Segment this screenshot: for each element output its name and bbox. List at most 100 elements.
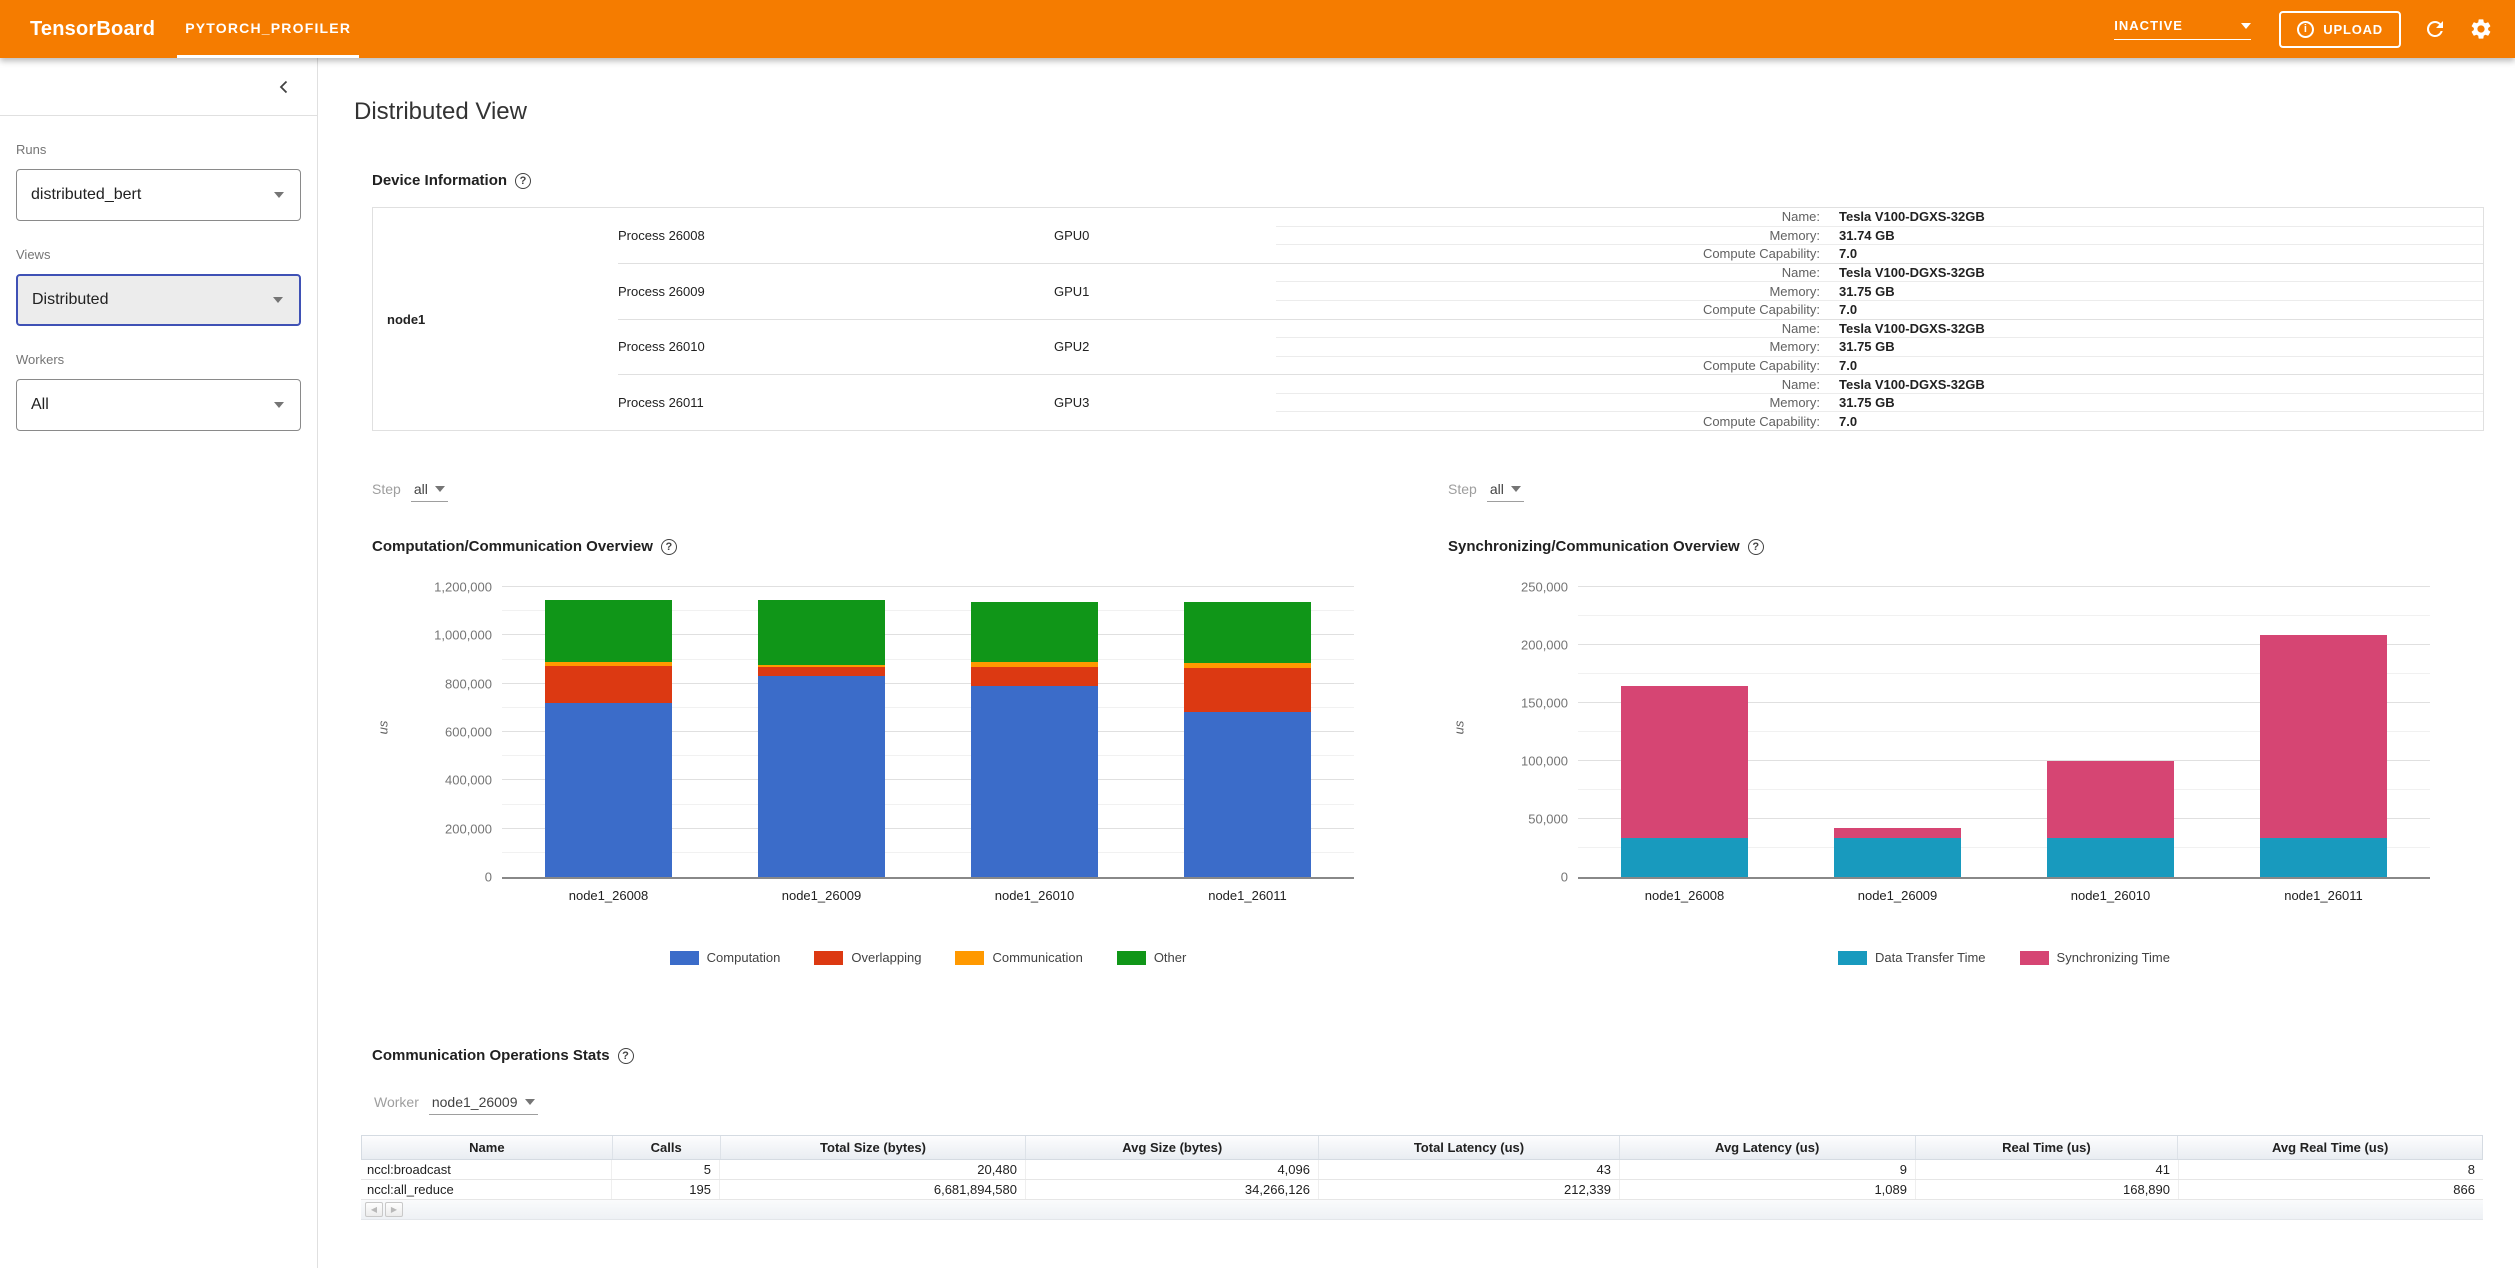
bar-segment-computation[interactable] (545, 703, 672, 877)
step-dropdown[interactable]: Step all (372, 481, 1364, 502)
bar-segment-overlapping[interactable] (758, 666, 885, 677)
gpu-info-row: Compute Capability: 7.0 (1276, 244, 2483, 263)
workers-select-value: All (31, 396, 49, 413)
bar-segment-synchronizing-time[interactable] (2260, 634, 2387, 838)
settings-gear-icon[interactable] (2469, 17, 2493, 41)
table-cell: 4,096 (1026, 1160, 1319, 1179)
refresh-icon[interactable] (2423, 17, 2447, 41)
bar-segment-computation[interactable] (971, 686, 1098, 877)
table-cell: 1,089 (1620, 1180, 1916, 1199)
gpu-info-row: Compute Capability: 7.0 (1276, 299, 2483, 319)
bar-segment-other[interactable] (1184, 601, 1311, 664)
chevron-down-icon (274, 192, 284, 198)
chart-legend: Data Transfer Time Synchronizing Time (1578, 950, 2430, 965)
bar-segment-data-transfer-time[interactable] (1834, 837, 1961, 877)
gridline (1578, 818, 2430, 819)
chart-title: Synchronizing/Communication Overview (1448, 538, 1740, 555)
worker-dropdown[interactable]: Worker node1_26009 (374, 1094, 2515, 1115)
chevron-down-icon (2241, 22, 2252, 29)
category-label: node1_26011 (1208, 888, 1287, 903)
y-axis-tick-label: 0 (484, 869, 492, 885)
device-information-section: Device Information ? node1 Process 26008… (354, 172, 2515, 431)
runs-select[interactable]: distributed_bert (16, 169, 301, 221)
gpu-info-label: Memory: (1769, 395, 1820, 411)
collapse-sidebar-button[interactable] (275, 78, 293, 96)
bar-segment-synchronizing-time[interactable] (1621, 685, 1748, 838)
chart-title: Computation/Communication Overview (372, 538, 653, 555)
process-label: Process 26011 (618, 395, 704, 411)
bar-segment-computation[interactable] (1184, 711, 1311, 877)
bar-segment-overlapping[interactable] (545, 665, 672, 704)
upload-button[interactable]: i UPLOAD (2279, 10, 2401, 48)
plot-area: 0 50,000 100,000 150,000 200,000 250,000 (1521, 580, 2430, 885)
step-dropdown[interactable]: Step all (1448, 481, 2440, 502)
bar-segment-communication[interactable] (758, 665, 885, 667)
legend-item: Other (1116, 950, 1187, 965)
gpu-info-label: Compute Capability: (1702, 302, 1820, 318)
y-axis-tick-label: 600,000 (445, 724, 492, 740)
bar-segment-communication[interactable] (971, 662, 1098, 667)
synchronizing-communication-panel: Step all Synchronizing/Communication Ove… (1430, 481, 2440, 965)
views-select-value: Distributed (32, 291, 109, 308)
gpu-info-value: Tesla V100-DGXS-32GB (1839, 376, 1985, 392)
y-axis-tick-label: 50,000 (1528, 811, 1568, 827)
legend-label: Other (1153, 950, 1187, 965)
runs-label: Runs (16, 142, 47, 157)
category-label: node1_26009 (1857, 888, 1938, 903)
column-header: Avg Real Time (us) (2272, 1140, 2389, 1155)
tab-pytorch-profiler[interactable]: PYTORCH_PROFILER (177, 0, 360, 58)
bar-segment-other[interactable] (971, 601, 1098, 663)
gpu-label: GPU2 (1054, 339, 1090, 355)
bar-segment-data-transfer-time[interactable] (2260, 837, 2387, 877)
legend-item: Data Transfer Time (1838, 950, 1986, 965)
table-row: nccl:broadcast 5 20,480 4,096 43 9 41 8 (361, 1160, 2483, 1180)
help-icon[interactable]: ? (660, 538, 677, 555)
bar-segment-computation[interactable] (758, 676, 885, 877)
bar-segment-synchronizing-time[interactable] (1834, 827, 1961, 838)
help-icon[interactable]: ? (617, 1047, 634, 1064)
bar-segment-data-transfer-time[interactable] (2047, 837, 2174, 877)
category-label: node1_26008 (568, 888, 649, 903)
gpu-info-value: 31.75 GB (1839, 395, 1895, 411)
gpu-info-label: Name: (1781, 265, 1820, 281)
gpu-info: Name: Tesla V100-DGXS-32GB Memory: 31.75 GB… (1276, 264, 2483, 319)
y-axis-label: us (375, 720, 391, 735)
gridline (502, 586, 1354, 587)
bar-segment-communication[interactable] (545, 662, 672, 666)
category-label: node1_26010 (2070, 888, 2151, 903)
y-axis-tick-label: 800,000 (445, 676, 492, 692)
step-label: Step (372, 481, 401, 497)
column-header: Total Size (bytes) (721, 1136, 1027, 1159)
process-label: Process 26010 (618, 339, 705, 355)
pager-prev-button[interactable]: ◀ (365, 1202, 383, 1217)
bar-segment-other[interactable] (545, 600, 672, 663)
y-axis-tick-label: 1,000,000 (434, 627, 492, 643)
reload-status-dropdown[interactable]: INACTIVE (2114, 18, 2252, 40)
gpu-info-value: Tesla V100-DGXS-32GB (1839, 320, 1985, 336)
bar-segment-synchronizing-time[interactable] (2047, 761, 2174, 838)
help-icon[interactable]: ? (1747, 538, 1764, 555)
x-axis-labels: node1_26008 node1_26009 node1_26010 node1_2… (502, 888, 1354, 906)
legend-item: Overlapping (814, 950, 921, 965)
gpu-info-row: Memory: 31.75 GB (1276, 337, 2483, 356)
gpu-info-row: Name: Tesla V100-DGXS-32GB (1276, 208, 2483, 226)
legend-swatch (1116, 950, 1146, 965)
table-cell: 43 (1319, 1160, 1620, 1179)
gpu-label: GPU1 (1054, 283, 1090, 299)
gpu-info-label: Name: (1781, 209, 1820, 225)
comm-ops-header-row: Name Calls Total Size (bytes) Avg Size (byt… (361, 1135, 2483, 1160)
device-row: Process 26008 GPU0 Name: Tesla V100-DGXS-32… (618, 208, 2483, 263)
bar-segment-data-transfer-time[interactable] (1621, 837, 1748, 877)
help-icon[interactable]: ? (515, 172, 532, 189)
worker-label: Worker (374, 1094, 419, 1110)
views-select[interactable]: Distributed (16, 274, 301, 326)
y-axis-label: us (1451, 720, 1467, 735)
workers-select[interactable]: All (16, 379, 301, 431)
chevron-down-icon (274, 402, 284, 408)
bar-segment-overlapping[interactable] (971, 666, 1098, 687)
pager-next-button[interactable]: ▶ (385, 1202, 403, 1217)
bar-segment-communication[interactable] (1184, 663, 1311, 668)
gridline (502, 658, 1354, 660)
bar-segment-other[interactable] (758, 600, 885, 666)
bar-segment-overlapping[interactable] (1184, 667, 1311, 712)
